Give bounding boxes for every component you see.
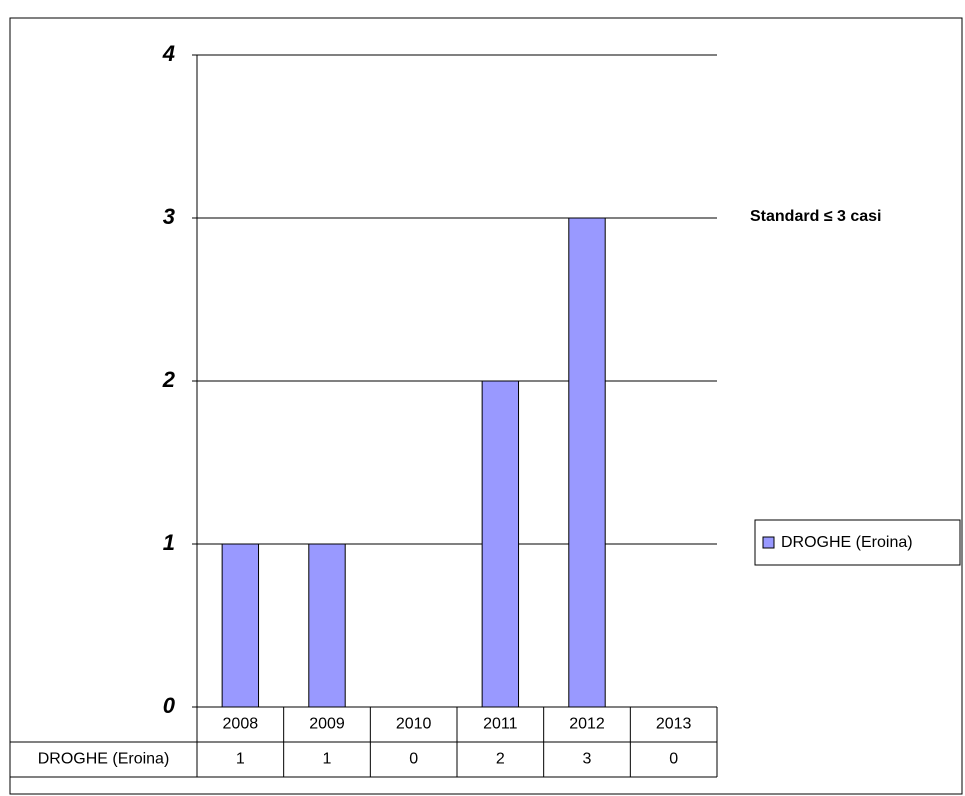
x-tick-label: 2013: [656, 716, 692, 733]
legend-box: [754, 519, 961, 566]
annotation: Standard ≤ 3 casi: [750, 208, 882, 225]
x-tick-label: 2008: [223, 716, 259, 733]
legend-swatch: [762, 536, 775, 549]
legend-label: DROGHE (Eroina): [781, 534, 913, 551]
table-row-header: DROGHE (Eroina): [38, 751, 170, 768]
table-cell: 1: [323, 751, 332, 768]
bar: [568, 217, 606, 708]
y-tick-label: 2: [162, 367, 176, 392]
table-cell: 0: [669, 751, 678, 768]
table-cell: 1: [236, 751, 245, 768]
table-cell: 2: [496, 751, 505, 768]
y-tick-label: 0: [163, 693, 176, 718]
x-tick-label: 2012: [569, 716, 605, 733]
bar: [308, 543, 346, 708]
table-cell: 3: [583, 751, 592, 768]
x-tick-label: 2011: [483, 716, 518, 733]
y-tick-label: 3: [163, 204, 175, 229]
y-tick-label: 4: [162, 41, 175, 66]
y-tick-label: 1: [163, 530, 175, 555]
table-cell: 0: [409, 751, 418, 768]
bar: [221, 543, 260, 708]
bar: [481, 380, 520, 708]
x-tick-label: 2009: [309, 716, 345, 733]
x-tick-label: 2010: [396, 716, 432, 733]
